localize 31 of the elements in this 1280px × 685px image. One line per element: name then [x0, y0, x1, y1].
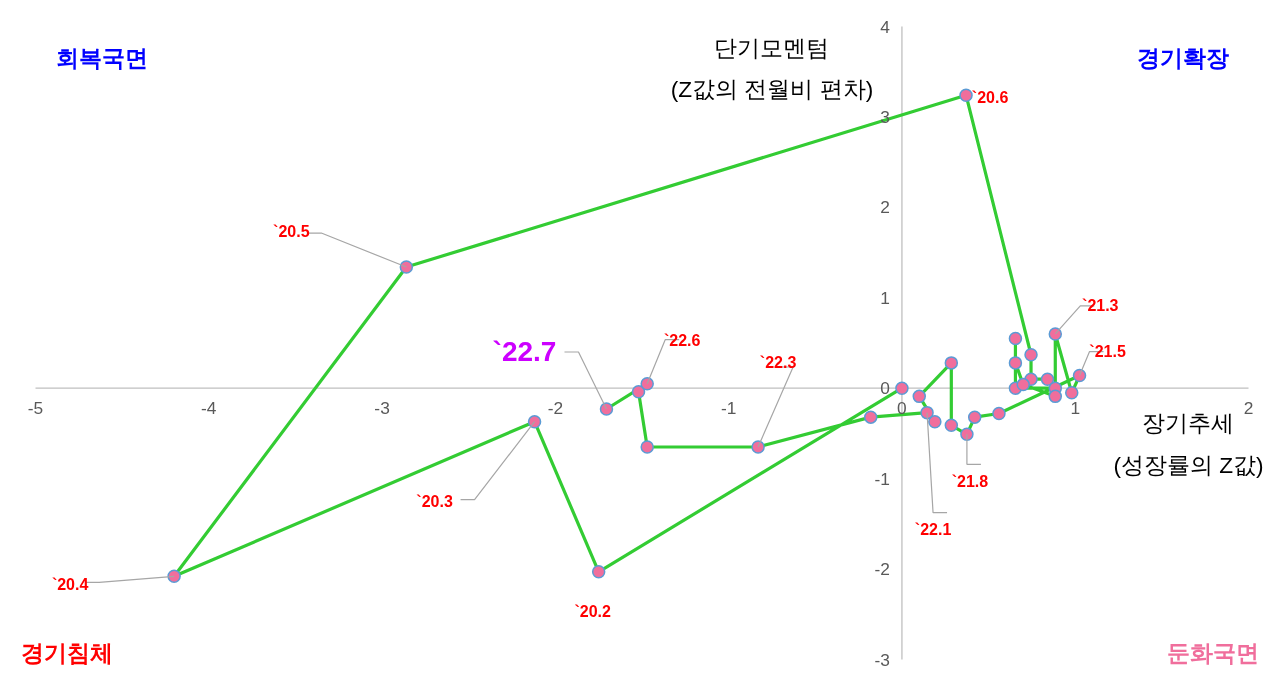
annotation: 둔화국면 — [1166, 639, 1259, 666]
y-tick-label: -1 — [874, 468, 890, 489]
annotation: 회복국면 — [55, 44, 148, 71]
annotation: `20.4 — [51, 575, 89, 593]
annotation: `22.6 — [663, 332, 701, 350]
y-tick-label: -3 — [874, 649, 890, 670]
annotation: `20.6 — [971, 88, 1009, 106]
x-tick-label: -1 — [720, 398, 737, 419]
y-tick-label: 4 — [880, 16, 891, 37]
annotation: `20.3 — [416, 493, 453, 511]
x-tick-label: -2 — [547, 398, 564, 419]
annotation: 경기침체 — [20, 639, 113, 666]
x-tick-label: 0 — [897, 398, 907, 419]
x-tick-label: 1 — [1070, 398, 1081, 419]
x-tick-label: -5 — [27, 398, 44, 419]
x-tick-label: -4 — [201, 398, 217, 419]
annotation: `22.3 — [759, 354, 797, 372]
x-tick-label: -3 — [374, 398, 390, 419]
annotation: `22.1 — [914, 521, 952, 539]
y-tick-label: 1 — [880, 287, 890, 308]
annotation: `21.5 — [1089, 343, 1126, 361]
annotation: 경기확장 — [1136, 44, 1229, 71]
y-tick-label: 2 — [880, 197, 890, 218]
y-tick-label: -2 — [874, 559, 890, 580]
y-tick-label: 0 — [880, 378, 890, 399]
annotation: `20.2 — [574, 603, 612, 621]
annotation: `22.7 — [492, 335, 557, 367]
annotation: `21.8 — [951, 472, 989, 490]
y-axis-title: 단기모멘텀 (Z값의 전월비 편차) — [670, 34, 874, 103]
annotation: `20.5 — [273, 222, 310, 240]
annotation: `21.3 — [1082, 297, 1119, 315]
